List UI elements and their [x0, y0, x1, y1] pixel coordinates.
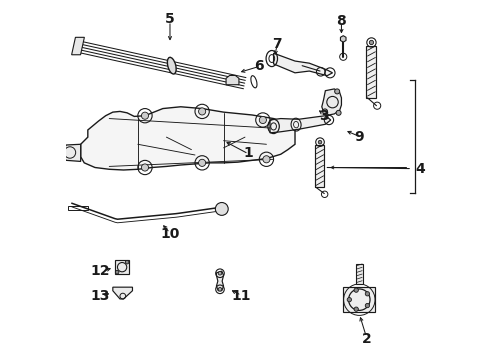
Bar	[115, 260, 129, 274]
Circle shape	[365, 292, 369, 296]
Ellipse shape	[168, 57, 176, 74]
Polygon shape	[72, 37, 84, 55]
Polygon shape	[226, 76, 239, 85]
Circle shape	[354, 307, 358, 311]
Polygon shape	[63, 144, 81, 161]
Polygon shape	[270, 116, 331, 133]
Bar	[356, 264, 363, 284]
Polygon shape	[322, 89, 342, 115]
Text: 2: 2	[362, 332, 371, 346]
Text: 1: 1	[244, 146, 253, 160]
Polygon shape	[113, 287, 132, 299]
Text: 9: 9	[354, 130, 364, 144]
Circle shape	[125, 260, 129, 264]
Circle shape	[322, 109, 327, 114]
Text: 10: 10	[160, 226, 180, 240]
Circle shape	[218, 288, 222, 291]
Text: 5: 5	[165, 12, 175, 26]
Polygon shape	[341, 36, 346, 42]
Circle shape	[335, 89, 340, 94]
Circle shape	[263, 156, 270, 163]
Circle shape	[259, 116, 267, 123]
Circle shape	[218, 271, 222, 275]
Bar	[316, 145, 324, 187]
Circle shape	[365, 303, 369, 308]
Text: 3: 3	[319, 109, 328, 123]
Text: 4: 4	[415, 162, 425, 176]
Bar	[68, 206, 88, 210]
Circle shape	[142, 112, 148, 119]
Circle shape	[115, 270, 119, 274]
Circle shape	[198, 108, 206, 115]
Circle shape	[198, 159, 206, 166]
Polygon shape	[217, 271, 223, 291]
Bar	[367, 46, 376, 98]
Bar	[343, 287, 375, 312]
Circle shape	[347, 297, 351, 302]
Circle shape	[142, 164, 148, 171]
Text: 8: 8	[337, 14, 346, 28]
Circle shape	[369, 40, 373, 45]
Circle shape	[318, 140, 322, 144]
Circle shape	[354, 288, 358, 292]
Polygon shape	[81, 107, 295, 170]
Text: 11: 11	[232, 289, 251, 303]
Text: 13: 13	[91, 289, 110, 303]
Text: 12: 12	[91, 264, 110, 278]
Polygon shape	[273, 53, 333, 76]
Circle shape	[215, 203, 228, 215]
Text: 7: 7	[272, 37, 282, 51]
Circle shape	[336, 111, 341, 115]
Text: 6: 6	[254, 59, 264, 73]
